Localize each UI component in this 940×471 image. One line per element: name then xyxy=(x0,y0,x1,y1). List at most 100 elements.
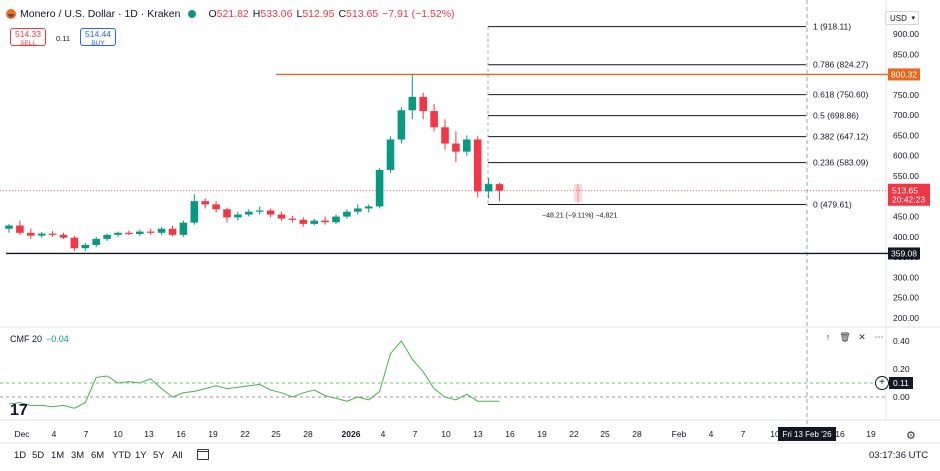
candle-body xyxy=(485,184,493,191)
tradingview-logo-icon: 17 xyxy=(10,402,28,419)
x-tick-label: 7 xyxy=(413,429,418,439)
candle-body xyxy=(234,215,242,218)
candle-body xyxy=(5,225,13,228)
candle-body xyxy=(245,212,253,215)
timeframe-1y[interactable]: 1Y xyxy=(135,450,147,461)
x-tick-label: 10 xyxy=(113,429,123,439)
y-tick-label: 550.00 xyxy=(893,171,919,181)
candle-body xyxy=(147,232,155,233)
candle-body xyxy=(365,206,373,208)
candle-body xyxy=(191,201,199,223)
candle-body xyxy=(278,215,286,219)
x-tick-label: 4 xyxy=(381,429,386,439)
crosshair-date-label: Fri 13 Feb '26 xyxy=(782,430,832,439)
candle-body xyxy=(201,201,209,204)
candle-body xyxy=(82,245,90,248)
x-tick-label: 7 xyxy=(741,429,746,439)
move-up-icon[interactable]: ↑ xyxy=(821,332,835,344)
candle-body xyxy=(38,234,46,236)
candle-body xyxy=(496,184,504,190)
timeframe-1m[interactable]: 1M xyxy=(51,450,64,461)
candle-body xyxy=(49,234,57,235)
cmf-current-label: 0.11 xyxy=(893,378,909,388)
utc-clock[interactable]: 03:17:36 UTC xyxy=(869,450,928,461)
cmf-line xyxy=(9,341,500,408)
timeframe-ytd[interactable]: YTD xyxy=(112,450,131,461)
x-tick-label: 13 xyxy=(473,429,483,439)
y-tick-label: 650.00 xyxy=(893,130,919,140)
cmf-y-tick-label: 0.40 xyxy=(893,336,910,346)
x-tick-label: 22 xyxy=(240,429,250,439)
settings-gear-icon[interactable]: ⚙ xyxy=(906,429,916,442)
x-tick-label: 16 xyxy=(505,429,515,439)
y-tick-label: 600.00 xyxy=(893,151,919,161)
y-tick-label: 200.00 xyxy=(893,313,919,323)
timeframe-1d[interactable]: 1D xyxy=(14,450,26,461)
candle-body xyxy=(92,239,100,245)
timeframe-5y[interactable]: 5Y xyxy=(153,450,165,461)
candle-body xyxy=(376,170,384,207)
cmf-header: CMF 20 −0.04 xyxy=(10,334,69,344)
candle-body xyxy=(267,210,275,214)
candle-body xyxy=(256,210,264,211)
calendar-icon[interactable] xyxy=(197,449,209,460)
y-tick-label: 900.00 xyxy=(893,29,919,39)
candle-body xyxy=(441,127,449,143)
cmf-value: −0.04 xyxy=(46,334,69,344)
timeframe-6m[interactable]: 6M xyxy=(91,450,104,461)
fib-level-label: 1 (918.11) xyxy=(813,22,851,32)
y-tick-label: 400.00 xyxy=(893,232,919,242)
candle-body xyxy=(180,223,188,235)
fib-level-label: 0.382 (647.12) xyxy=(813,132,868,142)
fib-level-label: 0 (479.61) xyxy=(813,200,852,210)
timeframe-5d[interactable]: 5D xyxy=(32,450,44,461)
timeframe-all[interactable]: All xyxy=(172,450,183,461)
x-tick-label: 4 xyxy=(52,429,57,439)
x-tick-label: 19 xyxy=(537,429,547,439)
collapse-icon[interactable]: ✕ xyxy=(855,332,869,344)
fib-level-label: 0.5 (698.86) xyxy=(813,111,859,121)
level-tag-label: 800.32 xyxy=(891,69,917,79)
x-tick-label: 25 xyxy=(271,429,281,439)
candle-body xyxy=(354,208,362,211)
add-icon[interactable]: + xyxy=(875,376,889,390)
candle-body xyxy=(343,212,351,217)
cmf-y-tick-label: 0.20 xyxy=(893,364,910,374)
candle-body xyxy=(452,144,460,152)
fib-level-label: 0.786 (824.27) xyxy=(813,60,868,70)
cmf-y-tick-label: 0.00 xyxy=(893,392,910,402)
candle-body xyxy=(387,139,395,169)
candle-body xyxy=(300,220,308,224)
x-tick-label: 28 xyxy=(303,429,313,439)
x-tick-label: Feb xyxy=(672,429,687,439)
candle-body xyxy=(114,233,122,235)
candle-body xyxy=(430,111,438,127)
candle-body xyxy=(212,204,220,209)
x-tick-label: 19 xyxy=(866,429,876,439)
delete-icon[interactable]: 🗑 xyxy=(838,332,852,344)
candle-body xyxy=(321,221,329,223)
y-tick-label: 750.00 xyxy=(893,90,919,100)
more-icon[interactable]: ⋯ xyxy=(872,332,886,344)
candle-body xyxy=(158,229,166,233)
timeframe-3m[interactable]: 3M xyxy=(71,450,84,461)
level-tag-label: 359.08 xyxy=(891,248,917,258)
candle-body xyxy=(409,97,417,110)
candle-body xyxy=(103,235,111,239)
y-tick-label: 300.00 xyxy=(893,272,919,282)
measure-annotation: −48.21 (−9.11%) −4,821 xyxy=(542,213,617,220)
x-tick-label: 22 xyxy=(569,429,579,439)
candle-body xyxy=(289,219,297,220)
candle-body xyxy=(16,225,24,232)
x-tick-label: 16 xyxy=(176,429,186,439)
x-tick-label: 13 xyxy=(144,429,154,439)
candle-body xyxy=(60,235,68,238)
x-tick-label: 10 xyxy=(441,429,451,439)
x-tick-label: 19 xyxy=(208,429,218,439)
x-tick-label: 7 xyxy=(84,429,89,439)
y-tick-label: 700.00 xyxy=(893,110,919,120)
fib-level-label: 0.236 (583.09) xyxy=(813,158,868,168)
y-tick-label: 250.00 xyxy=(893,293,919,303)
